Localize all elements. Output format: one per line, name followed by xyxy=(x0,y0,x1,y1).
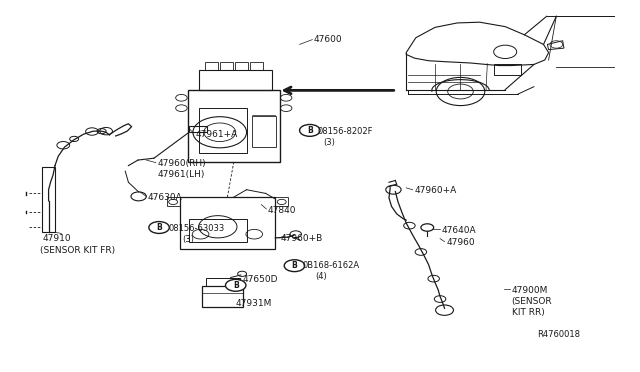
Circle shape xyxy=(225,279,246,291)
Bar xyxy=(198,108,246,153)
Bar xyxy=(252,116,276,147)
Text: 0B168-6162A: 0B168-6162A xyxy=(302,261,359,270)
Text: (SENSOR KIT FR): (SENSOR KIT FR) xyxy=(40,246,115,255)
Bar xyxy=(220,62,232,70)
Text: 47960+B: 47960+B xyxy=(280,234,323,243)
Text: 47600: 47600 xyxy=(314,35,342,44)
Text: 47960: 47960 xyxy=(447,238,475,247)
Text: 47960(RH): 47960(RH) xyxy=(157,159,206,168)
Text: 47840: 47840 xyxy=(268,206,296,215)
Bar xyxy=(235,62,248,70)
Text: 47900M: 47900M xyxy=(511,286,548,295)
Text: B: B xyxy=(292,261,298,270)
Text: (SENSOR: (SENSOR xyxy=(511,297,552,306)
Text: 47961+A: 47961+A xyxy=(195,129,237,139)
Bar xyxy=(188,90,280,162)
Bar xyxy=(42,167,55,232)
Text: (3): (3) xyxy=(182,235,195,244)
Text: (3): (3) xyxy=(323,138,335,147)
Bar xyxy=(493,64,520,75)
Bar xyxy=(189,219,246,241)
Circle shape xyxy=(149,222,170,234)
Bar xyxy=(198,70,272,90)
Bar xyxy=(206,278,239,286)
Circle shape xyxy=(284,260,305,272)
Text: 08156-8202F: 08156-8202F xyxy=(317,127,373,136)
Text: 47650D: 47650D xyxy=(242,275,278,284)
Circle shape xyxy=(300,125,320,137)
Bar xyxy=(250,62,262,70)
Text: B: B xyxy=(307,126,313,135)
Text: KIT RR): KIT RR) xyxy=(511,308,545,317)
Text: 08156-63033: 08156-63033 xyxy=(168,224,224,233)
Bar xyxy=(202,286,243,307)
Text: 47910: 47910 xyxy=(43,234,71,243)
Bar xyxy=(205,62,218,70)
Bar xyxy=(189,126,207,132)
Text: 47640A: 47640A xyxy=(442,226,476,235)
Text: B: B xyxy=(233,281,239,290)
Text: 47931M: 47931M xyxy=(236,299,272,308)
Text: 47961(LH): 47961(LH) xyxy=(157,170,205,179)
Text: (4): (4) xyxy=(315,272,326,281)
Text: B: B xyxy=(156,223,162,232)
Text: 47960+A: 47960+A xyxy=(415,186,457,195)
Bar xyxy=(179,197,275,249)
Text: R4760018: R4760018 xyxy=(537,330,580,339)
Text: 47630A: 47630A xyxy=(148,193,182,202)
